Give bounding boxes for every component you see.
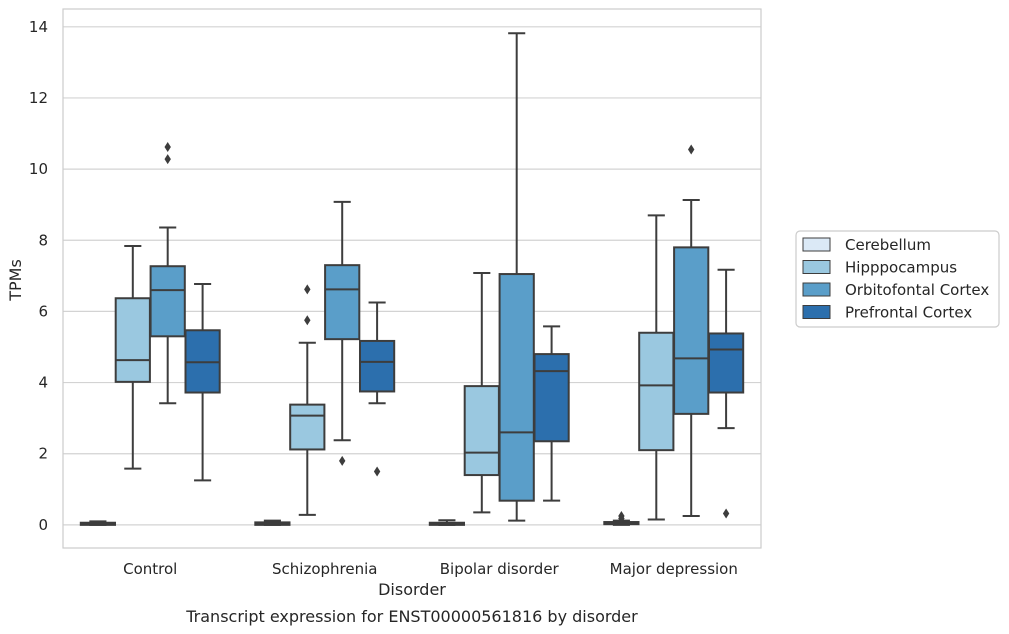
- x-tick-label: Bipolar disorder: [440, 560, 560, 578]
- outlier-point: [304, 315, 311, 326]
- box-prefrontal-cortex: [707, 268, 745, 519]
- chart-caption: Transcript expression for ENST0000056181…: [185, 607, 638, 626]
- y-tick-label: 10: [29, 160, 48, 178]
- box-prefrontal-cortex: [184, 283, 221, 482]
- box-hipppocampus: [638, 214, 675, 521]
- box-body: [673, 246, 710, 415]
- plot-frame: [62, 8, 762, 549]
- outlier-point: [618, 510, 625, 521]
- y-tick-label: 0: [38, 516, 48, 534]
- legend-frame: [795, 230, 1000, 328]
- y-tick-label: 2: [38, 445, 48, 463]
- box-prefrontal-cortex: [358, 301, 396, 477]
- outlier-point: [688, 144, 695, 155]
- box-body: [498, 273, 535, 502]
- y-tick-label: 8: [38, 231, 48, 249]
- y-tick-label: 4: [38, 374, 48, 392]
- box-body: [463, 385, 500, 477]
- y-tick-label: 6: [38, 302, 48, 320]
- box-orbitofontal-cortex: [498, 32, 535, 522]
- outlier-point: [164, 142, 171, 153]
- box-cerebellum: [603, 510, 640, 526]
- legend-swatch: [802, 260, 831, 274]
- box-body: [149, 265, 186, 338]
- box-orbitofontal-cortex: [149, 142, 186, 405]
- legend-label: Orbitofontal Cortex: [845, 281, 989, 299]
- outlier-point: [722, 508, 730, 519]
- outlier-point: [164, 154, 171, 165]
- box-prefrontal-cortex: [533, 325, 570, 502]
- y-axis-ticks: 0 2 4 6 8 10 12 14: [29, 18, 48, 534]
- x-tick-label: Major depression: [610, 560, 738, 578]
- box-cerebellum: [254, 519, 291, 526]
- box-cerebellum: [428, 519, 466, 526]
- box-orbitofontal-cortex: [673, 144, 710, 517]
- box-cerebellum: [79, 520, 117, 526]
- x-tick-label: Control: [123, 560, 177, 578]
- box-body: [707, 332, 745, 394]
- x-axis-title: Disorder: [378, 580, 446, 599]
- legend-swatch: [802, 305, 831, 319]
- box-body: [289, 403, 326, 451]
- legend-label: Prefrontal Cortex: [845, 304, 972, 322]
- x-tick-label: Schizophrenia: [272, 560, 377, 578]
- y-tick-label: 12: [29, 89, 48, 107]
- legend: Cerebellum Hipppocampus Orbitofontal Corte…: [795, 230, 1000, 328]
- box-hipppocampus: [289, 284, 326, 516]
- legend-swatch: [802, 282, 831, 297]
- plot-area: [79, 32, 745, 526]
- box-hipppocampus: [114, 244, 151, 470]
- box-body: [533, 353, 570, 443]
- box-hipppocampus: [463, 271, 500, 514]
- legend-label: Cerebellum: [845, 236, 931, 254]
- box-body: [114, 297, 151, 383]
- outlier-point: [373, 466, 381, 477]
- outlier-point: [339, 455, 346, 466]
- box-body: [358, 339, 396, 393]
- x-axis-ticks: Control Schizophrenia Bipolar disorder Majo…: [123, 560, 738, 578]
- y-axis-title: TPMs: [6, 259, 25, 302]
- legend-label: Hipppocampus: [845, 259, 957, 277]
- y-tick-label: 14: [29, 18, 48, 36]
- outlier-point: [304, 284, 311, 295]
- box-body: [324, 264, 361, 341]
- legend-swatch: [802, 237, 831, 252]
- box-body: [638, 331, 675, 452]
- box-orbitofontal-cortex: [324, 200, 361, 466]
